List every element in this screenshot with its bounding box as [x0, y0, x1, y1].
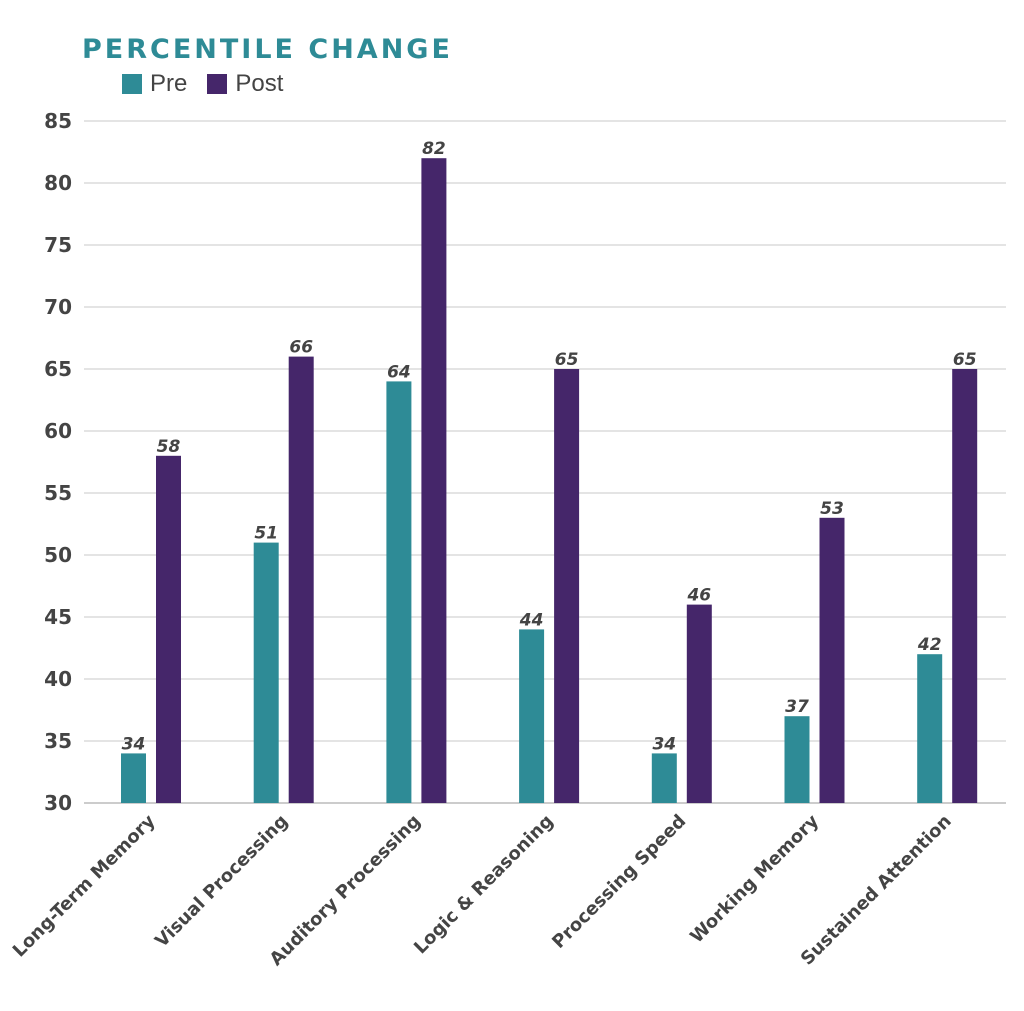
data-label: 65: [953, 350, 977, 370]
legend-swatch-pre: [122, 74, 142, 94]
bar-post: [156, 455, 181, 803]
data-label: 37: [785, 697, 809, 717]
legend-item-post: Post: [207, 70, 283, 98]
category-label: Auditory Processing: [266, 811, 425, 970]
y-tick-label: 85: [44, 109, 72, 133]
data-label: 34: [122, 734, 146, 754]
y-tick-label: 35: [44, 729, 72, 753]
category-label: Working Memory: [686, 811, 823, 948]
data-label: 66: [289, 338, 313, 358]
bar-pre: [519, 629, 545, 803]
legend-label-post: Post: [235, 70, 284, 97]
bar-post: [554, 369, 580, 803]
category-label: Sustained Attention: [797, 811, 956, 970]
data-label: 42: [917, 635, 942, 655]
y-tick-label: 65: [44, 357, 72, 381]
bar-pre: [917, 654, 943, 803]
category-label: Long-Term Memory: [9, 811, 160, 962]
gridlines: [84, 120, 1006, 804]
category-label: Logic & Reasoning: [410, 811, 558, 959]
bar-pre: [253, 542, 279, 803]
y-tick-label: 30: [44, 791, 72, 815]
data-label: 46: [686, 586, 711, 606]
data-label: 65: [555, 350, 579, 370]
legend-swatch-post: [207, 74, 228, 94]
bars: [121, 158, 978, 803]
bar-post: [819, 517, 845, 803]
y-tick-label: 70: [44, 295, 72, 319]
category-label: Processing Speed: [548, 811, 690, 953]
y-tick-label: 75: [44, 233, 72, 257]
data-label: 64: [387, 362, 411, 382]
data-label: 51: [254, 524, 278, 544]
bar-post: [421, 158, 447, 803]
bar-post: [952, 369, 978, 803]
y-tick-label: 40: [44, 667, 72, 691]
legend-item-pre: Pre: [122, 70, 187, 98]
bar-pre: [121, 753, 146, 803]
bar-pre: [386, 381, 412, 803]
category-label: Visual Processing: [151, 811, 292, 952]
chart-title: PERCENTILE CHANGE: [82, 34, 453, 65]
bar-pre: [651, 753, 677, 803]
bar-post: [686, 604, 712, 803]
y-tick-label: 60: [44, 419, 72, 443]
data-label: 53: [820, 499, 844, 519]
y-axis-ticks: 30 35 40 45 50 55 60 65 70 75 80 85: [44, 109, 72, 815]
bar-post: [288, 356, 314, 803]
data-label: 34: [652, 734, 676, 754]
legend: Pre Post: [122, 70, 303, 98]
data-label: 58: [157, 437, 181, 457]
y-tick-label: 80: [44, 171, 72, 195]
data-labels: 34 58 51 66 64 82 44 65 34 46 37 53 42 65: [122, 139, 977, 754]
data-label: 82: [422, 139, 446, 159]
legend-label-pre: Pre: [150, 70, 188, 97]
y-tick-label: 50: [44, 543, 72, 567]
bar-pre: [784, 716, 810, 803]
y-tick-label: 45: [44, 605, 72, 629]
y-tick-label: 55: [44, 481, 72, 505]
data-label: 44: [519, 610, 544, 630]
